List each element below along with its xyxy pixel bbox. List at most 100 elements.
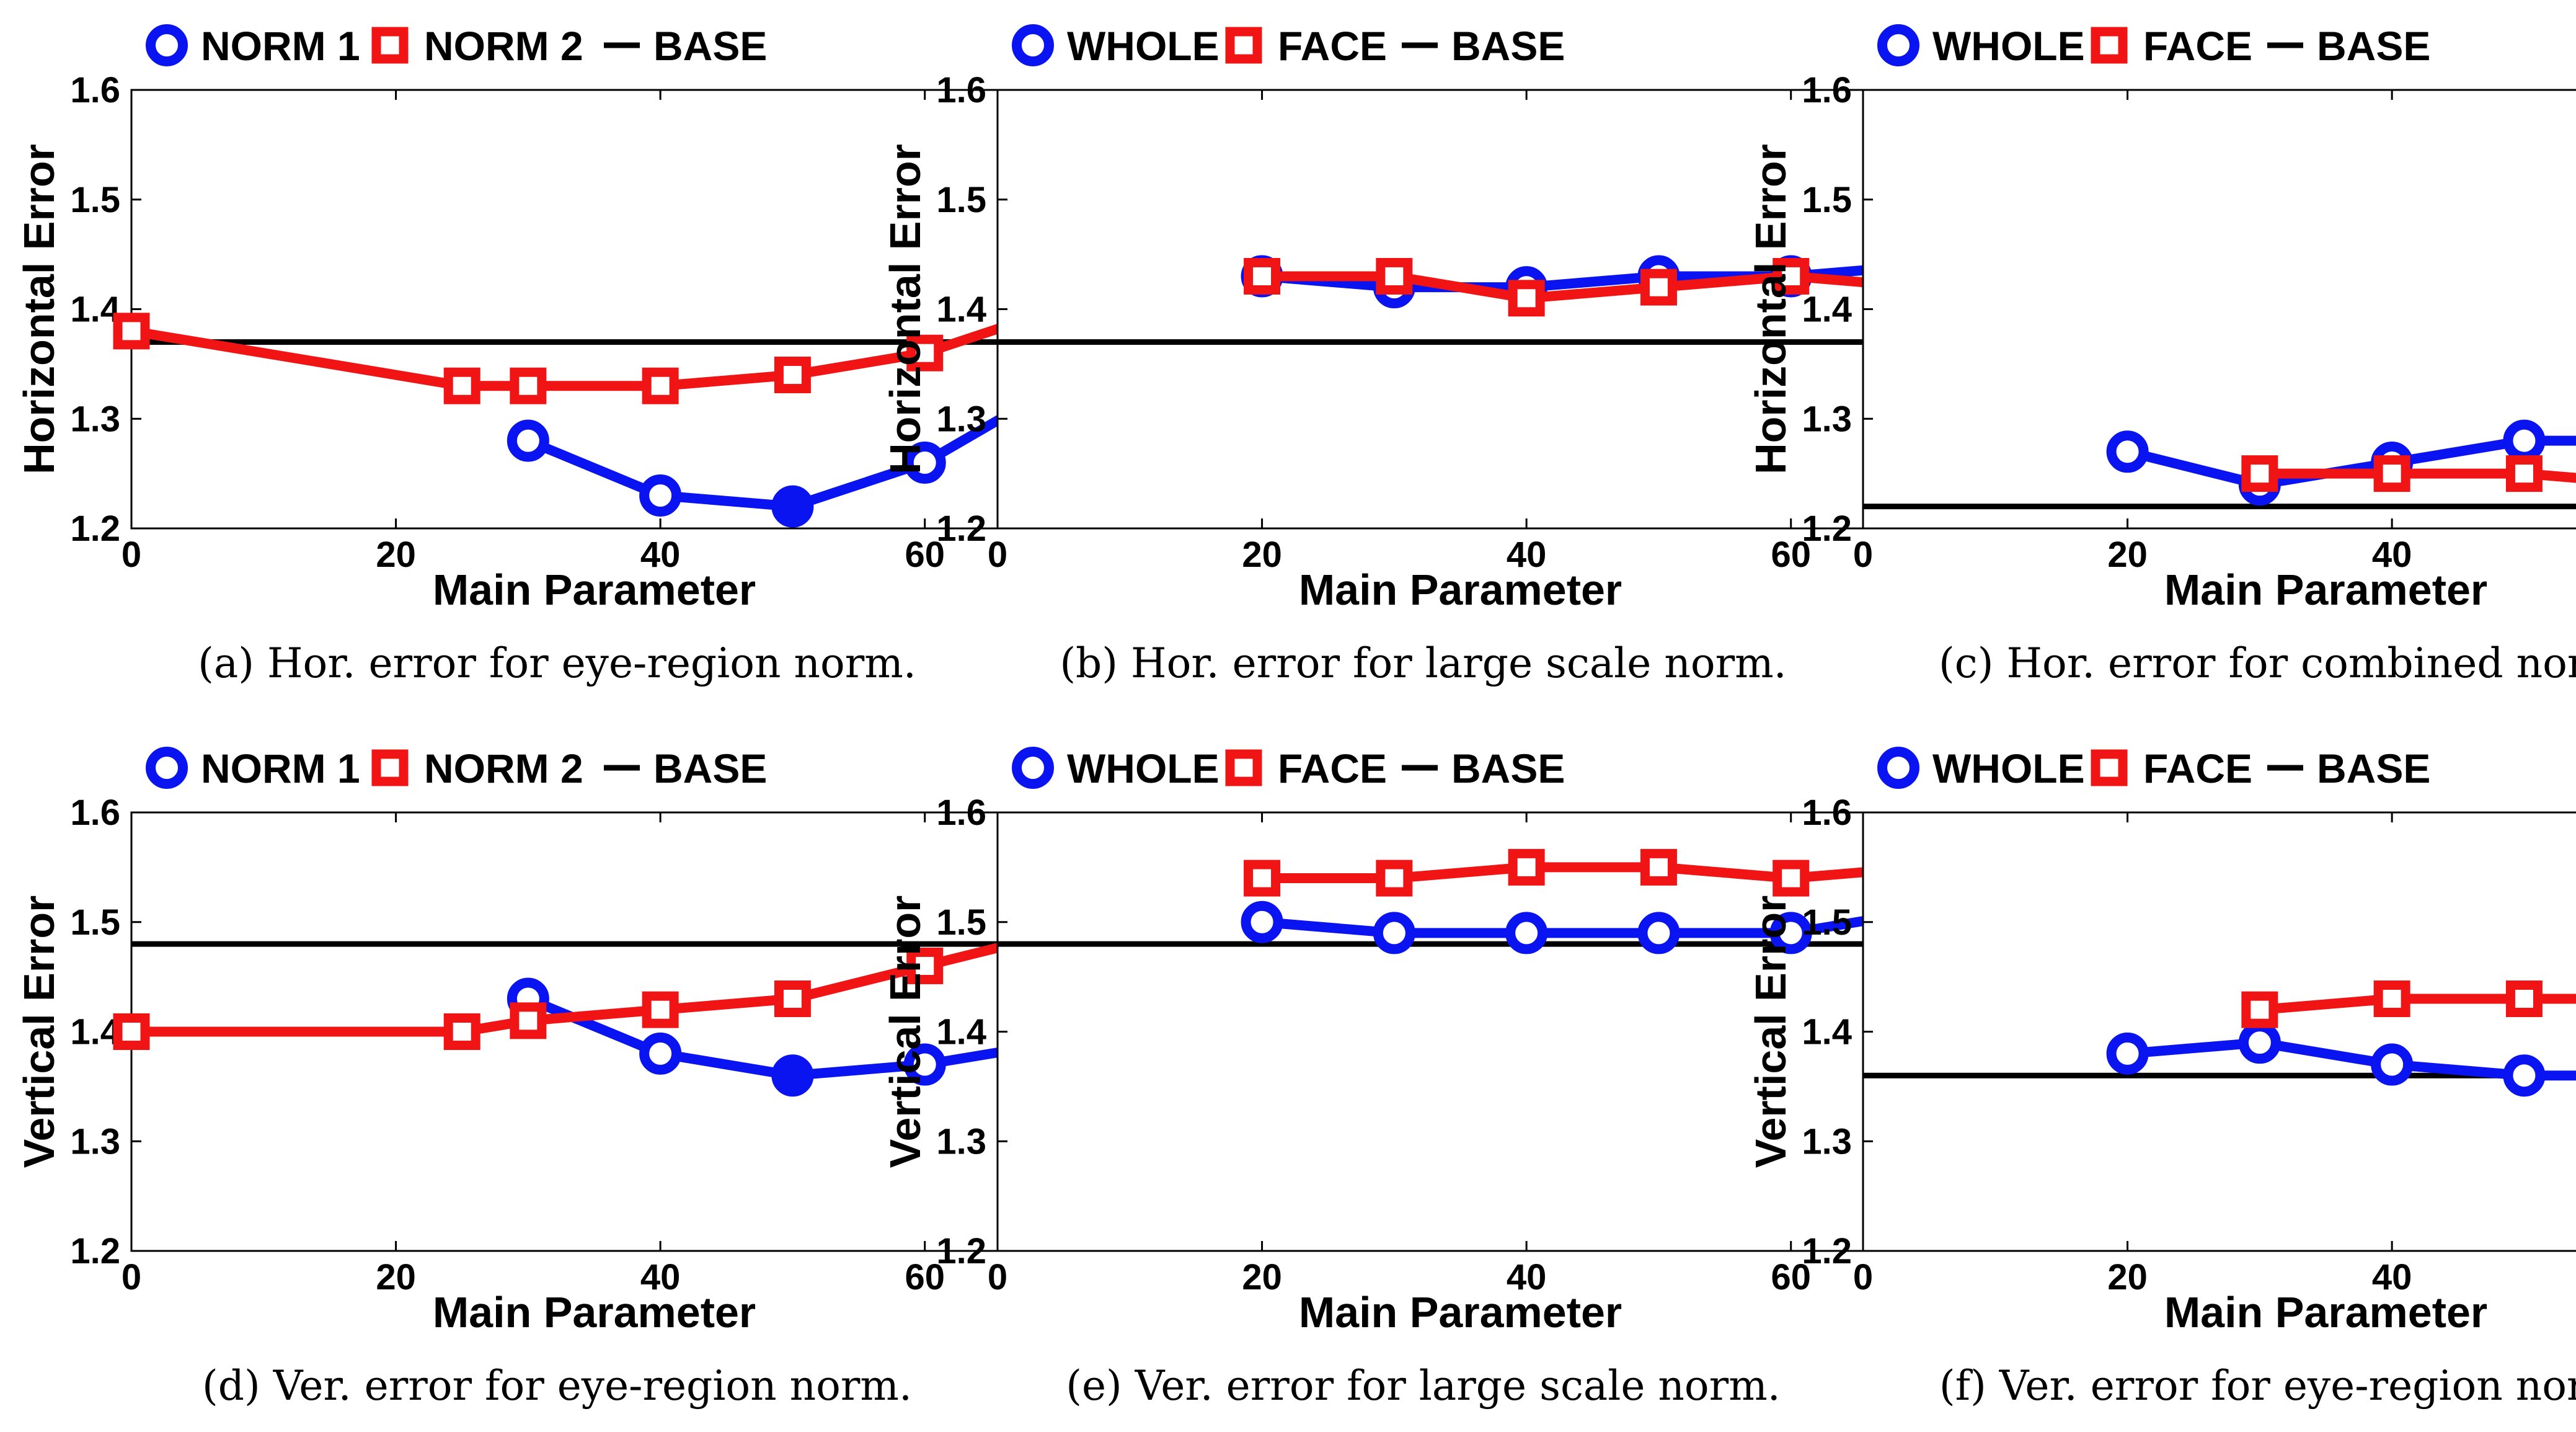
- y-tick-label: 1.6: [70, 70, 120, 110]
- series-line-whole: [2127, 1038, 2576, 1081]
- legend: NORM 1 NORM 2 BASE: [146, 23, 767, 69]
- data-point-face: [2505, 455, 2543, 492]
- y-tick-label: 1.5: [936, 180, 986, 220]
- chart-panel-d: NORM 1 NORM 2 BASE 1.2 1.3 1.4 1.5 1.6 0 20 40 60 Ma…: [15, 745, 1078, 1410]
- y-tick-label: 1.2: [1802, 1231, 1852, 1271]
- data-point-norm-2: [113, 1013, 150, 1050]
- y-tick-label: 1.4: [1802, 290, 1852, 330]
- legend-square-marker: [2091, 27, 2128, 64]
- x-tick-label: 40: [640, 1257, 681, 1297]
- legend-label-series1: WHOLE: [1932, 23, 2085, 69]
- y-tick-label: 1.2: [1802, 509, 1852, 549]
- x-axis-label: Main Parameter: [433, 566, 756, 614]
- x-tick-label: 20: [1242, 1257, 1282, 1297]
- plot-area: [996, 89, 1924, 530]
- panel-caption: (e) Ver. error for large scale norm.: [1066, 1362, 1781, 1410]
- data-point-norm-2: [113, 313, 150, 350]
- data-point-face: [1508, 848, 1545, 886]
- legend-square-marker: [371, 749, 409, 786]
- panel-caption: (a) Hor. error for eye-region norm.: [198, 639, 916, 687]
- y-tick-label: 1.5: [70, 902, 120, 943]
- legend-label-series2: NORM 2: [424, 23, 583, 69]
- y-tick-label: 1.4: [70, 1012, 120, 1052]
- y-axis-label: Vertical Error: [881, 896, 929, 1168]
- data-point-face: [1244, 860, 1281, 897]
- plot-area: [996, 811, 1924, 1252]
- legend-label-base: BASE: [1451, 23, 1565, 69]
- legend-circle-marker: [1877, 747, 1919, 789]
- chart-panel-a: NORM 1 NORM 2 BASE 1.2 1.3 1.4 1.5 1.6 0 20 40 60 Ma…: [15, 23, 1078, 687]
- data-point-face: [1508, 280, 1545, 317]
- y-tick-label: 1.3: [1802, 1121, 1852, 1162]
- legend-circle-marker: [1877, 24, 1919, 66]
- y-axis-label: Horizontal Error: [881, 144, 929, 474]
- x-tick-label: 0: [988, 1257, 1007, 1297]
- y-tick-label: 1.5: [936, 902, 986, 943]
- data-point-face: [2505, 980, 2543, 1017]
- data-point-face: [2241, 455, 2278, 492]
- data-point-norm-1: [771, 485, 814, 528]
- x-axis-label: Main Parameter: [433, 1288, 756, 1336]
- data-point-norm-1: [639, 1032, 682, 1075]
- data-point-face: [1376, 860, 1413, 897]
- chart-panel-b: WHOLE FACE BASE 1.2 1.3 1.4 1.5 1.6 0 20 40 60 Main …: [881, 23, 1944, 687]
- x-tick-label: 40: [1507, 535, 1547, 575]
- legend-circle-marker: [1012, 24, 1054, 66]
- legend-label-series2: FACE: [2143, 23, 2252, 69]
- legend-square-marker: [1225, 27, 1262, 64]
- data-point-whole: [1505, 912, 1548, 954]
- legend-label-series1: WHOLE: [1067, 23, 1219, 69]
- legend: WHOLE FACE BASE: [1877, 23, 2430, 69]
- data-point-norm-2: [510, 367, 547, 404]
- legend-label-series2: FACE: [1278, 745, 1387, 791]
- data-point-norm-2: [443, 367, 480, 404]
- x-axis-label: Main Parameter: [1299, 1288, 1622, 1336]
- x-tick-label: 60: [1771, 1257, 1811, 1297]
- data-point-whole: [2106, 1032, 2149, 1075]
- y-tick-label: 1.3: [70, 1121, 120, 1162]
- x-tick-label: 0: [122, 1257, 141, 1297]
- y-tick-label: 1.4: [1802, 1012, 1852, 1052]
- x-tick-label: 60: [905, 535, 945, 575]
- data-point-face: [1640, 269, 1677, 306]
- y-tick-label: 1.6: [936, 793, 986, 833]
- x-tick-label: 0: [1853, 1257, 1873, 1297]
- legend-label-series1: WHOLE: [1067, 745, 1219, 791]
- data-point-face: [1640, 848, 1677, 886]
- legend-circle-marker: [146, 24, 188, 66]
- y-axis-label: Horizontal Error: [15, 144, 63, 474]
- y-tick-label: 1.6: [1802, 70, 1852, 110]
- data-point-face: [1244, 257, 1281, 295]
- data-point-norm-1: [639, 474, 682, 517]
- data-point-norm-1: [507, 419, 549, 462]
- y-tick-label: 1.4: [70, 290, 120, 330]
- y-tick-label: 1.6: [70, 793, 120, 833]
- x-axis-label: Main Parameter: [1299, 566, 1622, 614]
- y-tick-label: 1.5: [1802, 180, 1852, 220]
- data-point-whole: [1637, 912, 1680, 954]
- plot-area: [130, 89, 1058, 530]
- legend-circle-marker: [146, 747, 188, 789]
- legend-label-base: BASE: [2317, 23, 2430, 69]
- data-point-norm-2: [774, 980, 811, 1017]
- y-tick-label: 1.3: [936, 1121, 986, 1162]
- data-point-norm-2: [906, 947, 944, 984]
- legend-label-base: BASE: [1451, 745, 1565, 791]
- legend-label-series1: WHOLE: [1932, 745, 2085, 791]
- x-tick-label: 20: [376, 1257, 416, 1297]
- y-tick-label: 1.4: [936, 1012, 986, 1052]
- y-tick-label: 1.5: [70, 180, 120, 220]
- y-tick-label: 1.5: [1802, 902, 1852, 943]
- x-tick-label: 20: [2107, 535, 2148, 575]
- data-point-face: [2241, 991, 2278, 1028]
- legend-circle-marker: [1012, 747, 1054, 789]
- data-point-face: [2373, 455, 2410, 492]
- data-point-whole: [2503, 1054, 2546, 1097]
- legend-label-series1: NORM 1: [201, 23, 360, 69]
- x-tick-label: 20: [1242, 535, 1282, 575]
- data-point-whole: [1373, 912, 1415, 954]
- x-tick-label: 0: [1853, 535, 1873, 575]
- x-tick-label: 0: [122, 535, 141, 575]
- y-tick-label: 1.4: [936, 290, 986, 330]
- panel-caption: (d) Ver. error for eye-region norm.: [202, 1362, 912, 1410]
